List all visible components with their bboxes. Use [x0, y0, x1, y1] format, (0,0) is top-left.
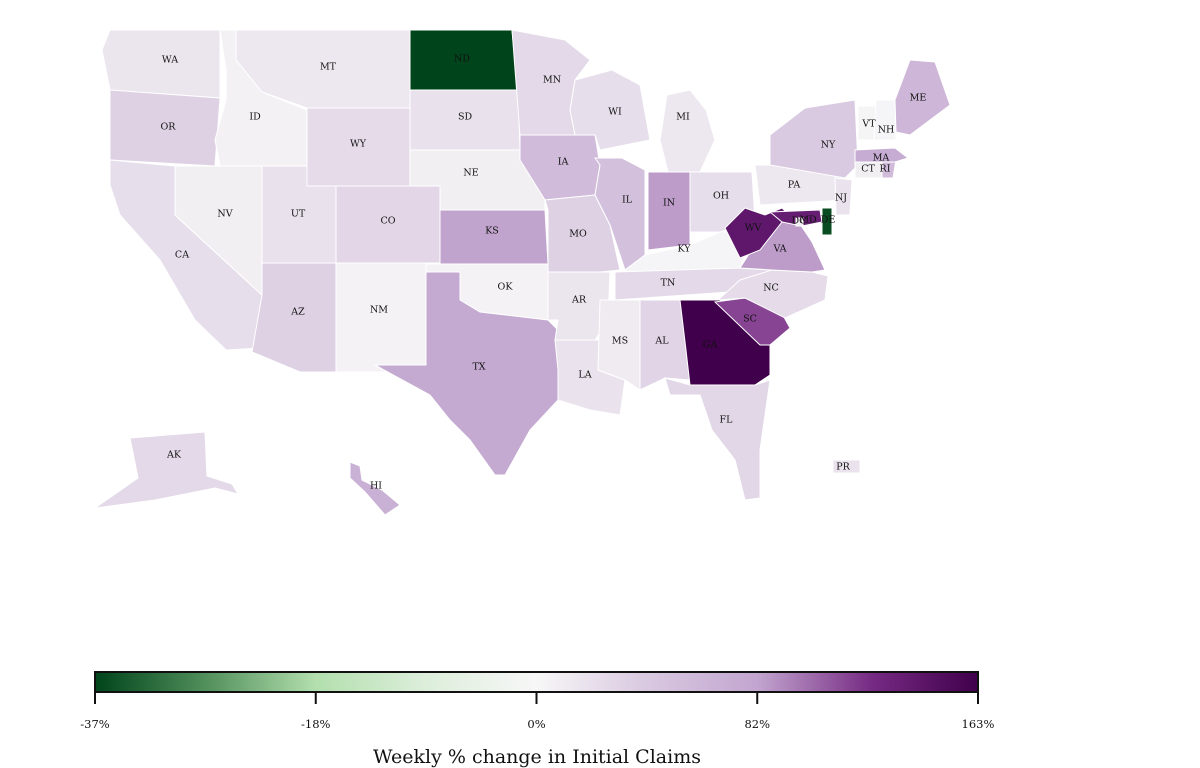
state-label-az: AZ	[290, 307, 305, 318]
state-label-wv: WV	[745, 223, 762, 234]
state-label-nj: NJ	[835, 193, 847, 204]
state-label-pa: PA	[788, 180, 801, 191]
state-ma	[854, 147, 910, 163]
color-legend: -37% -18% 0% 82% 163% Weekly % change in Ini…	[80, 671, 995, 768]
state-label-va: VA	[772, 244, 786, 255]
state-label-wa: WA	[162, 55, 178, 66]
legend-title: Weekly % change in Initial Claims	[373, 746, 701, 768]
state-label-nm: NM	[370, 305, 388, 316]
state-ak	[94, 431, 240, 509]
legend-tick-label: 82%	[744, 717, 770, 731]
state-label-ri: RI	[880, 164, 891, 175]
state-ks	[439, 209, 549, 265]
state-label-ok: OK	[498, 282, 514, 293]
legend-ticks: -37% -18% 0% 82% 163%	[80, 692, 995, 731]
state-label-or: OR	[161, 122, 177, 133]
state-nj	[834, 177, 853, 216]
state-label-ar: AR	[571, 295, 587, 306]
state-de	[821, 207, 833, 236]
state-ny	[769, 99, 859, 179]
legend-tick-label: -18%	[301, 717, 331, 731]
state-label-wy: WY	[350, 139, 367, 150]
legend-tick-label: 163%	[962, 717, 995, 731]
state-label-sc: SC	[743, 314, 757, 325]
state-label-me: ME	[910, 93, 927, 104]
legend-tick-label: 0%	[527, 717, 545, 731]
state-label-ak: AK	[166, 450, 182, 461]
state-label-tn: TN	[661, 278, 676, 289]
state-label-md: MD	[799, 215, 817, 226]
state-label-ca: CA	[175, 250, 189, 261]
state-label-de: DE	[821, 215, 836, 226]
state-label-vt: VT	[861, 119, 876, 130]
state-label-tx: TX	[472, 362, 485, 373]
state-label-mi: MI	[676, 112, 690, 123]
state-label-ga: GA	[703, 340, 718, 351]
state-label-co: CO	[380, 216, 395, 227]
state-dc	[795, 217, 804, 227]
state-label-ia: IA	[558, 157, 569, 168]
state-az	[251, 262, 337, 373]
state-in	[647, 171, 691, 251]
state-label-sd: SD	[458, 112, 473, 123]
state-nc	[716, 269, 829, 319]
legend-tick-label: -37%	[80, 717, 110, 731]
state-label-dc: DC	[792, 216, 807, 227]
state-mi	[659, 89, 716, 173]
states-layer	[94, 29, 951, 516]
state-hi	[349, 461, 401, 516]
state-label-mt: MT	[320, 62, 337, 73]
state-fl	[664, 377, 771, 501]
state-labels-layer: WA OR CA ID NV MT WY UT AZ CO NM ND SD NE KS OK TX MN IA MO…	[161, 54, 927, 492]
state-label-nv: NV	[217, 209, 232, 220]
state-label-ny: NY	[821, 140, 836, 151]
state-wi	[569, 69, 651, 151]
legend-color-bar	[94, 671, 979, 693]
state-label-nd: ND	[454, 54, 470, 65]
state-label-fl: FL	[720, 415, 734, 426]
state-me	[894, 59, 951, 136]
state-label-ms: MS	[612, 336, 628, 347]
state-label-ne: NE	[463, 168, 478, 179]
state-al	[639, 299, 691, 391]
state-pr	[832, 459, 861, 474]
state-label-hi: HI	[370, 481, 382, 492]
state-label-nh: NH	[878, 125, 895, 136]
state-label-wi: WI	[608, 107, 622, 118]
state-label-pr: PR	[836, 462, 850, 473]
state-label-il: IL	[622, 195, 633, 206]
state-label-in: IN	[663, 198, 675, 209]
state-label-ks: KS	[485, 226, 499, 237]
state-nm	[335, 262, 427, 373]
state-label-ma: MA	[873, 153, 890, 164]
state-label-ky: KY	[677, 244, 691, 255]
state-label-mn: MN	[543, 75, 561, 86]
state-label-oh: OH	[713, 191, 729, 202]
state-label-la: LA	[578, 370, 591, 381]
state-label-id: ID	[249, 112, 261, 123]
state-label-ut: UT	[291, 209, 306, 220]
state-label-mo: MO	[569, 229, 587, 240]
state-label-nc: NC	[763, 283, 779, 294]
state-nh	[873, 99, 897, 141]
state-ms	[597, 299, 641, 391]
state-tx	[374, 271, 559, 476]
state-label-al: AL	[654, 336, 669, 347]
state-label-ct: CT	[861, 164, 875, 175]
